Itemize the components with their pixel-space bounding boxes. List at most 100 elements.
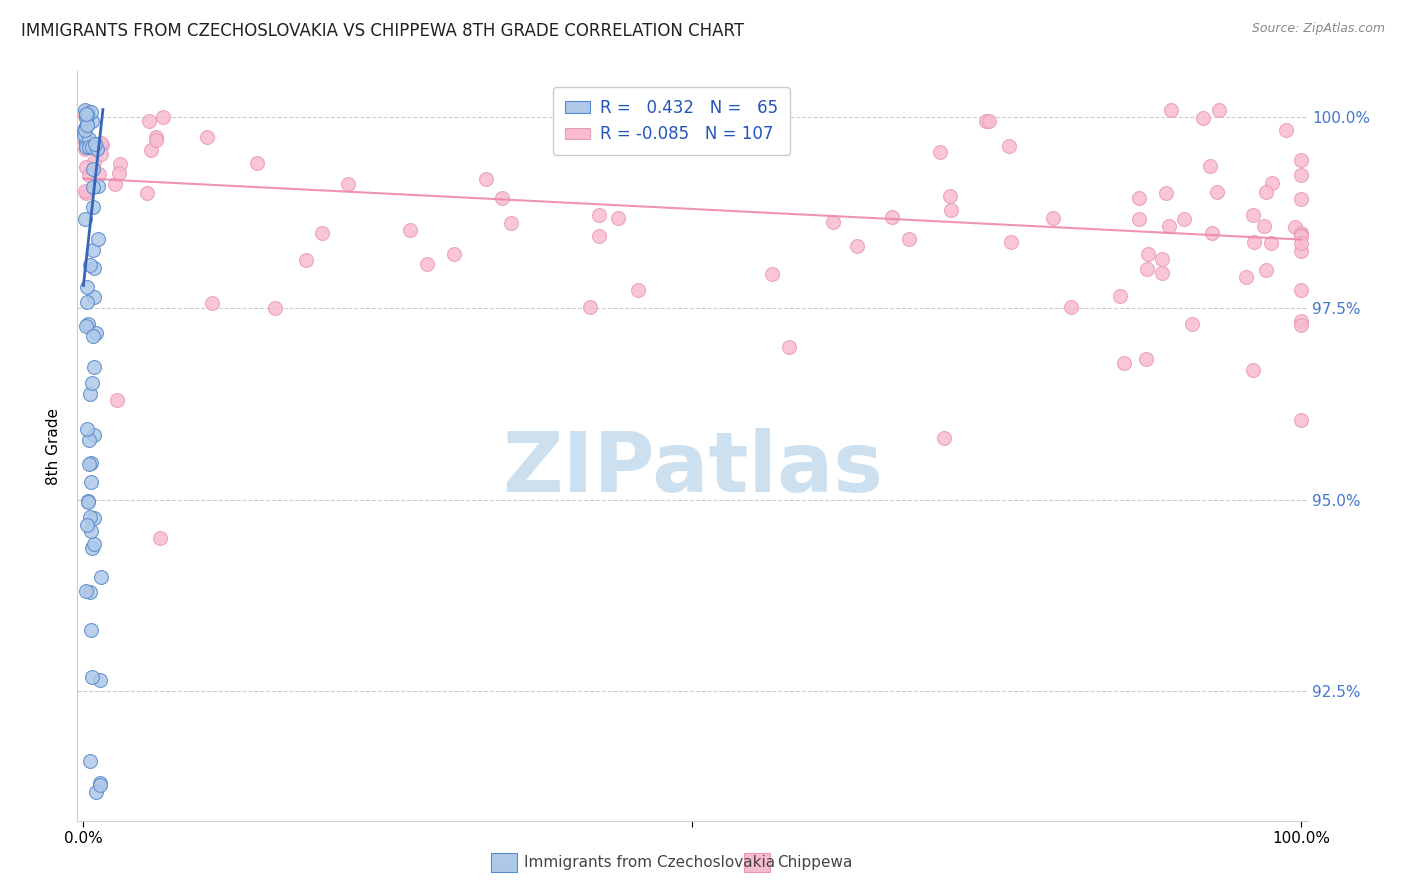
Point — [84, 785, 107, 799]
Point — [761, 267, 783, 281]
Point — [73, 135, 96, 149]
Point — [145, 133, 167, 147]
Point — [73, 124, 96, 138]
Point — [80, 475, 103, 489]
Point — [1261, 176, 1284, 190]
Point — [588, 229, 610, 244]
Point — [76, 106, 98, 120]
Point — [578, 300, 600, 314]
Point — [1150, 252, 1173, 267]
Point — [76, 118, 98, 132]
Point — [1291, 413, 1313, 427]
Point — [1112, 356, 1135, 370]
Point — [105, 393, 128, 408]
Point — [294, 253, 316, 268]
Text: Chippewa: Chippewa — [776, 855, 852, 870]
Point — [136, 186, 159, 200]
Point — [337, 178, 360, 192]
Point — [73, 108, 96, 122]
Point — [75, 140, 97, 154]
Point — [83, 136, 105, 151]
Point — [416, 257, 439, 271]
Point — [76, 280, 98, 294]
Point — [75, 212, 97, 227]
Point — [1284, 219, 1306, 234]
Point — [75, 107, 97, 121]
Point — [84, 326, 107, 341]
Point — [1291, 153, 1313, 168]
Point — [76, 108, 98, 122]
Point — [998, 139, 1021, 153]
Point — [77, 457, 100, 471]
Point — [75, 583, 97, 598]
Legend: R =   0.432   N =   65, R = -0.085   N = 107: R = 0.432 N = 65, R = -0.085 N = 107 — [553, 87, 790, 155]
Point — [1291, 314, 1313, 328]
Point — [499, 216, 522, 230]
Point — [1243, 235, 1265, 249]
Point — [311, 226, 333, 240]
Text: ZIPatlas: ZIPatlas — [502, 428, 883, 509]
Point — [588, 208, 610, 222]
Point — [1291, 168, 1313, 182]
Point — [89, 673, 111, 687]
Point — [83, 155, 105, 169]
Point — [82, 162, 104, 177]
Point — [979, 114, 1001, 128]
Point — [79, 386, 101, 401]
Point — [86, 142, 108, 156]
Point — [1291, 283, 1313, 297]
Point — [1173, 211, 1195, 226]
Point — [90, 569, 112, 583]
Point — [1160, 103, 1182, 117]
Point — [83, 511, 105, 525]
Point — [823, 215, 845, 229]
Point — [90, 147, 112, 161]
Point — [152, 110, 174, 124]
Point — [1108, 288, 1130, 302]
Point — [1157, 219, 1180, 234]
Point — [141, 143, 163, 157]
Point — [77, 433, 100, 447]
Point — [75, 135, 97, 149]
Point — [246, 155, 269, 169]
Point — [82, 114, 104, 128]
Point — [83, 260, 105, 275]
Point — [77, 131, 100, 145]
Point — [73, 120, 96, 135]
Point — [627, 283, 650, 297]
Point — [76, 295, 98, 310]
Text: IMMIGRANTS FROM CZECHOSLOVAKIA VS CHIPPEWA 8TH GRADE CORRELATION CHART: IMMIGRANTS FROM CZECHOSLOVAKIA VS CHIPPE… — [21, 22, 744, 40]
Point — [201, 296, 224, 310]
Point — [1291, 227, 1313, 242]
Point — [73, 128, 96, 143]
Point — [79, 136, 101, 150]
Point — [90, 137, 112, 152]
Point — [82, 140, 104, 154]
Point — [77, 140, 100, 154]
Point — [898, 232, 921, 246]
Point — [1256, 185, 1278, 199]
Point — [79, 524, 101, 539]
Point — [1060, 300, 1083, 314]
Point — [1154, 186, 1177, 200]
Point — [89, 778, 111, 792]
Point — [1000, 235, 1022, 249]
Point — [89, 776, 111, 790]
Point — [769, 113, 792, 128]
Point — [1181, 317, 1204, 331]
Point — [87, 168, 110, 182]
Point — [1128, 212, 1150, 227]
Text: Immigrants from Czechoslovakia: Immigrants from Czechoslovakia — [524, 855, 775, 870]
Point — [976, 113, 998, 128]
Point — [845, 238, 868, 252]
Point — [491, 191, 513, 205]
Point — [641, 120, 664, 134]
Point — [1260, 235, 1282, 250]
Point — [1206, 185, 1229, 199]
Point — [149, 531, 172, 545]
Point — [1201, 226, 1223, 240]
Point — [932, 431, 955, 445]
Point — [83, 427, 105, 442]
Point — [76, 422, 98, 436]
Point — [1291, 235, 1313, 250]
